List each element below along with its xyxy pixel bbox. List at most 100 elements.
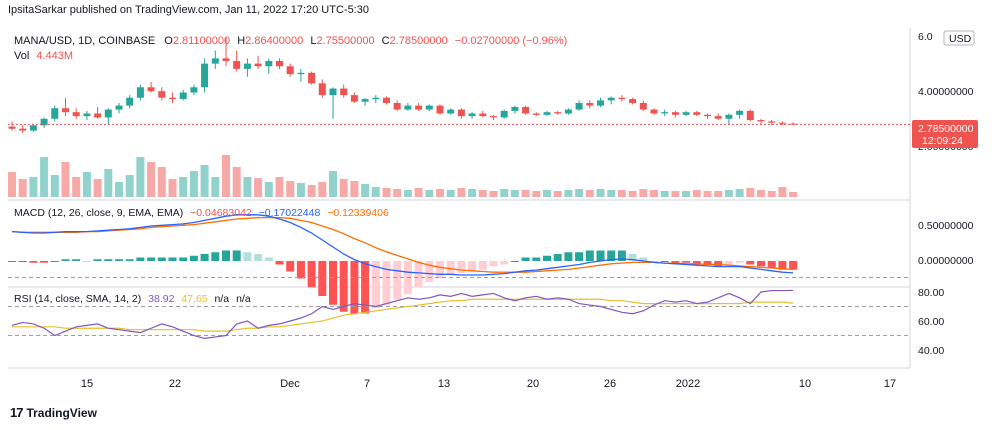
macd-histogram-bar xyxy=(767,261,776,268)
macd-histogram-bar xyxy=(382,261,391,305)
macd-histogram-bar xyxy=(329,261,337,305)
volume-bar xyxy=(50,175,59,197)
price-axis[interactable]: 6.04.000000002.00000000USD2.7850000012:0… xyxy=(912,30,978,357)
macd-histogram-bar xyxy=(350,261,359,314)
volume-bar xyxy=(200,165,209,197)
volume-bar xyxy=(789,192,798,197)
currency-label: USD xyxy=(949,33,972,45)
macd-histogram-bar xyxy=(18,261,27,262)
volume-bar xyxy=(393,189,402,197)
macd-histogram-bar xyxy=(371,261,380,309)
candle-body xyxy=(479,113,487,117)
rsi-pane[interactable] xyxy=(8,277,910,340)
candle-body xyxy=(361,99,369,102)
candle-body xyxy=(704,114,711,117)
macd-histogram-bar xyxy=(307,261,316,288)
volume-bar xyxy=(8,172,16,197)
countdown-label: 12:09:24 xyxy=(922,135,963,147)
macd-histogram-bar xyxy=(585,250,594,261)
low-label: L xyxy=(310,35,316,47)
volume-bar xyxy=(307,185,316,197)
volume-bar xyxy=(18,179,27,197)
macd-histogram-bar xyxy=(264,257,273,261)
volume-bar xyxy=(72,177,81,197)
rsi-value: 38.92 xyxy=(148,293,174,305)
macd-histogram-bar xyxy=(82,261,91,262)
volume-bar xyxy=(350,181,359,197)
macd-histogram-bar xyxy=(157,257,166,261)
volume-bar xyxy=(446,190,455,197)
macd-histogram-bar xyxy=(254,254,263,261)
candle-body xyxy=(725,114,733,119)
volume-bar xyxy=(222,155,230,197)
macd-histogram-bar xyxy=(575,252,584,261)
candle-body xyxy=(490,116,497,118)
candle-body xyxy=(746,110,754,121)
tradingview-branding[interactable]: 17 TradingView xyxy=(10,405,97,420)
volume-bar xyxy=(575,189,584,197)
candle-body xyxy=(29,125,37,131)
macd-hist-value: −0.04683042 xyxy=(190,207,252,219)
macd-histogram-bar xyxy=(532,257,541,261)
volume-bar xyxy=(489,191,498,197)
volume-bar xyxy=(628,191,637,197)
rsi-ma-line xyxy=(12,298,794,332)
price-tick-label: 4.00000000 xyxy=(918,86,974,98)
macd-histogram-bar xyxy=(425,261,434,282)
volume-bar xyxy=(296,183,305,197)
volume-bar xyxy=(703,191,712,197)
macd-histogram-bar xyxy=(628,254,637,261)
macd-histogram-bar xyxy=(243,252,252,261)
macd-label: MACD (12, 26, close, 9, EMA, EMA) xyxy=(14,207,183,219)
grid xyxy=(8,28,911,369)
volume-bar xyxy=(104,169,113,197)
macd-pane[interactable] xyxy=(8,214,798,314)
candle-body xyxy=(468,113,476,117)
candle-body xyxy=(115,105,123,110)
rsi-tick-label: 60.00 xyxy=(918,316,944,328)
candle-body xyxy=(682,112,690,115)
macd-histogram-bar xyxy=(500,261,509,265)
candle-body xyxy=(211,58,219,64)
volume-bar xyxy=(767,191,776,197)
candle-body xyxy=(350,95,358,102)
time-tick-label: 15 xyxy=(81,378,93,390)
volume-bar xyxy=(286,181,295,197)
candle-body xyxy=(72,112,80,117)
volume-bar xyxy=(735,189,744,197)
volume-bar xyxy=(617,190,626,197)
volume-bar xyxy=(436,189,444,197)
volume-bar xyxy=(275,177,284,197)
last-price-badge xyxy=(912,120,978,148)
price-pane[interactable] xyxy=(8,37,910,134)
price-tick-label: 6.0 xyxy=(918,31,933,43)
macd-histogram-bar xyxy=(339,261,348,312)
rsi-bb-upper-value: n/a xyxy=(215,293,230,305)
macd-histogram-bar xyxy=(468,261,477,272)
candle-body xyxy=(201,63,209,88)
volume-bar xyxy=(179,177,188,197)
candle-body xyxy=(436,105,444,114)
close-label: C xyxy=(382,35,390,47)
high-label: H xyxy=(237,35,245,47)
volume-bar xyxy=(724,190,733,197)
candle-body xyxy=(286,66,294,75)
macd-histogram-bar xyxy=(318,261,327,296)
volume-bar xyxy=(382,188,391,197)
volume-bar xyxy=(361,184,370,197)
macd-histogram-bar xyxy=(735,261,744,263)
macd-histogram-bar xyxy=(40,261,49,263)
macd-histogram-bar xyxy=(564,252,573,261)
candle-body xyxy=(415,105,423,110)
macd-histogram-bar xyxy=(671,261,680,263)
close-value: 2.78500000 xyxy=(390,35,448,47)
candle-body xyxy=(169,97,176,100)
candle-body xyxy=(671,112,679,115)
volume-bar xyxy=(339,179,348,197)
macd-histogram-bar xyxy=(457,261,466,274)
candle-body xyxy=(425,105,433,110)
candle-body xyxy=(554,112,562,114)
volume-bar xyxy=(682,191,691,197)
time-axis[interactable]: 15 22 Dec 7 13 20 26 2022 10 17 xyxy=(81,378,896,390)
